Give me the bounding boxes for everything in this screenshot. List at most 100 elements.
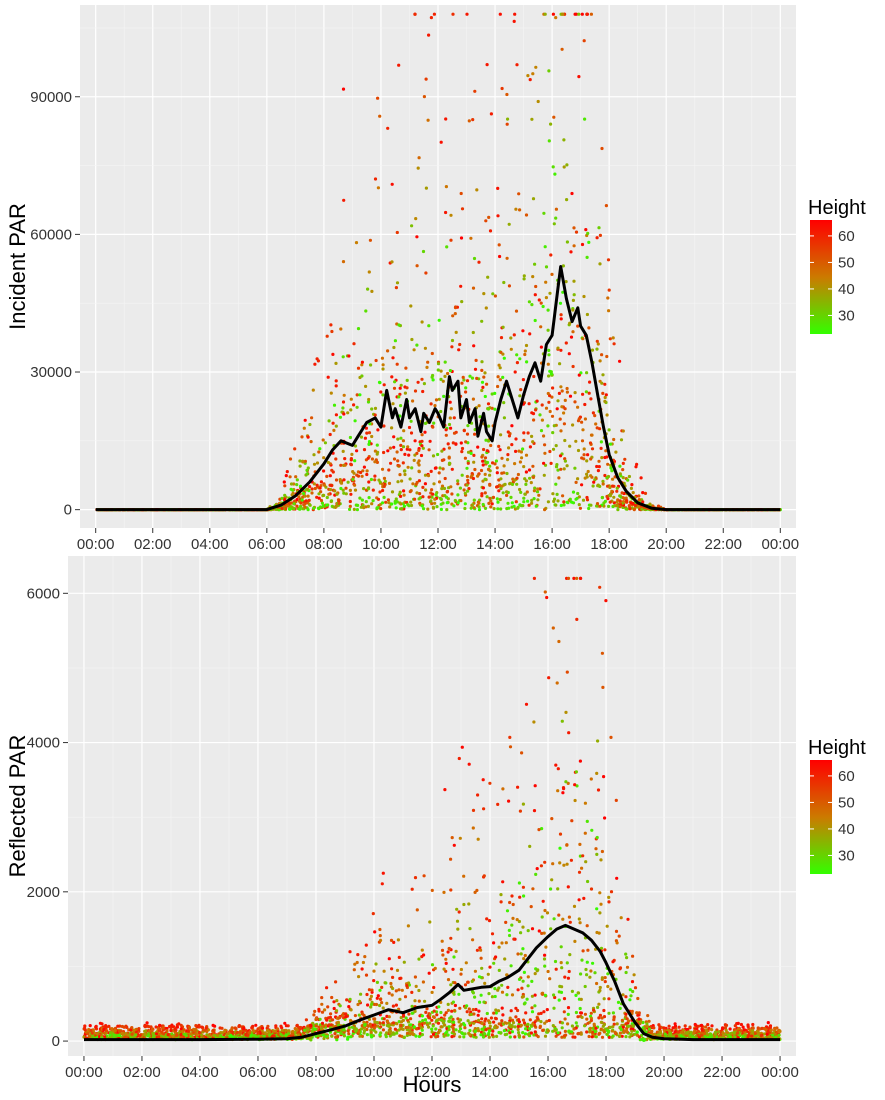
data-point (458, 1027, 463, 1031)
data-point (542, 473, 546, 477)
data-point (322, 469, 326, 473)
data-point (504, 920, 508, 925)
data-point (547, 374, 551, 378)
data-point (337, 498, 341, 502)
data-point (317, 492, 321, 496)
data-point (390, 490, 395, 494)
data-point (487, 424, 491, 428)
data-point (558, 362, 562, 366)
data-point (576, 991, 581, 995)
data-point (342, 478, 346, 482)
data-point (360, 360, 364, 364)
data-point (580, 242, 585, 247)
data-point (145, 1021, 149, 1025)
data-point (512, 333, 516, 337)
data-point (522, 1035, 526, 1039)
data-point (593, 414, 597, 418)
data-point (448, 416, 452, 420)
data-point (486, 402, 491, 406)
data-point (447, 446, 451, 450)
data-point (427, 324, 431, 328)
data-point (509, 336, 513, 340)
data-point (409, 304, 413, 308)
data-point (415, 451, 419, 455)
data-point (134, 1033, 138, 1037)
data-point (349, 457, 353, 461)
data-point (430, 375, 434, 379)
data-point (282, 480, 286, 484)
data-point (580, 456, 584, 460)
data-point (379, 390, 383, 394)
data-point (473, 432, 477, 436)
data-point (415, 235, 419, 239)
data-point (543, 12, 547, 16)
data-point (435, 505, 439, 509)
data-point (466, 450, 471, 454)
data-point (514, 207, 518, 211)
data-point (450, 467, 454, 471)
data-point (486, 407, 491, 411)
data-point (464, 961, 468, 965)
data-point (531, 440, 535, 444)
data-point (420, 504, 424, 508)
data-point (399, 448, 403, 452)
data-point (399, 404, 403, 408)
data-point (465, 379, 470, 383)
data-point (488, 464, 492, 468)
data-point (365, 469, 369, 473)
data-point (598, 484, 602, 488)
data-point (482, 375, 486, 379)
data-point (310, 487, 314, 491)
data-point (372, 979, 376, 983)
data-point (365, 1027, 369, 1032)
data-point (615, 504, 619, 508)
data-point (559, 317, 563, 321)
data-point (418, 492, 422, 496)
data-point (579, 1011, 583, 1015)
data-point (427, 495, 431, 499)
data-point (433, 466, 437, 470)
data-point (311, 1021, 315, 1025)
data-point (460, 207, 465, 211)
data-point (306, 494, 310, 498)
data-point (454, 442, 458, 446)
data-point (567, 731, 571, 735)
data-point (466, 489, 470, 493)
data-point (586, 879, 590, 884)
data-point (353, 419, 357, 423)
data-point (570, 819, 574, 823)
data-point (456, 482, 460, 486)
data-point (571, 490, 576, 494)
data-point (472, 460, 476, 464)
data-point (399, 443, 403, 447)
data-point (522, 465, 526, 469)
data-point (477, 1009, 481, 1013)
data-point (403, 452, 407, 456)
data-point (593, 1030, 597, 1034)
data-point (334, 478, 339, 482)
data-point (584, 390, 589, 394)
data-point (419, 453, 424, 458)
data-point (360, 374, 364, 378)
data-point (576, 405, 580, 409)
data-point (530, 994, 535, 998)
data-point (303, 459, 307, 463)
data-point (585, 255, 589, 259)
data-point (388, 1031, 392, 1035)
data-point (549, 461, 553, 465)
data-point (361, 469, 365, 473)
data-point (469, 506, 473, 510)
data-point (597, 1002, 601, 1006)
data-point (428, 439, 432, 443)
data-point (505, 92, 509, 97)
data-point (595, 347, 599, 351)
data-point (528, 844, 532, 849)
data-point (571, 330, 575, 334)
data-point (373, 177, 378, 181)
data-point (531, 475, 536, 479)
legend-label: 30 (838, 307, 855, 324)
data-point (519, 490, 523, 494)
data-point (462, 902, 466, 907)
data-point (590, 1035, 594, 1039)
data-point (467, 1007, 471, 1011)
